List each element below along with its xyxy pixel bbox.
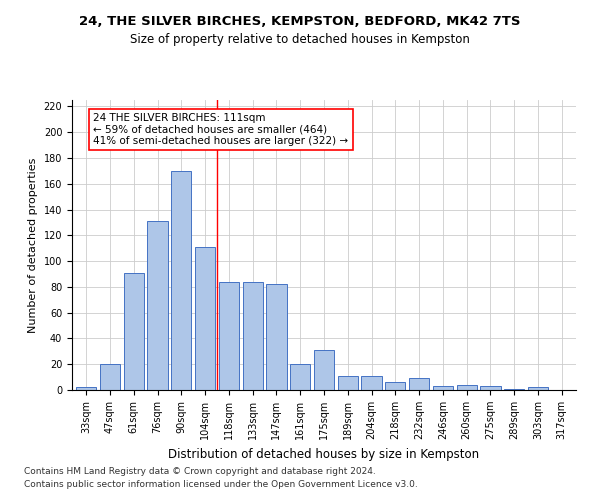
Text: 24 THE SILVER BIRCHES: 111sqm
← 59% of detached houses are smaller (464)
41% of : 24 THE SILVER BIRCHES: 111sqm ← 59% of d… bbox=[94, 113, 349, 146]
Bar bbox=[76, 388, 97, 390]
Bar bbox=[457, 385, 477, 390]
Bar bbox=[290, 364, 310, 390]
X-axis label: Distribution of detached houses by size in Kempston: Distribution of detached houses by size … bbox=[169, 448, 479, 460]
Text: 24, THE SILVER BIRCHES, KEMPSTON, BEDFORD, MK42 7TS: 24, THE SILVER BIRCHES, KEMPSTON, BEDFOR… bbox=[79, 15, 521, 28]
Bar bbox=[171, 171, 191, 390]
Bar bbox=[242, 282, 263, 390]
Bar bbox=[481, 386, 500, 390]
Bar bbox=[219, 282, 239, 390]
Bar bbox=[266, 284, 287, 390]
Bar bbox=[148, 221, 167, 390]
Bar bbox=[195, 247, 215, 390]
Bar bbox=[385, 382, 406, 390]
Text: Contains HM Land Registry data © Crown copyright and database right 2024.: Contains HM Land Registry data © Crown c… bbox=[24, 467, 376, 476]
Text: Size of property relative to detached houses in Kempston: Size of property relative to detached ho… bbox=[130, 32, 470, 46]
Bar bbox=[504, 388, 524, 390]
Bar bbox=[361, 376, 382, 390]
Bar bbox=[409, 378, 429, 390]
Bar bbox=[100, 364, 120, 390]
Bar bbox=[528, 388, 548, 390]
Bar bbox=[124, 272, 144, 390]
Y-axis label: Number of detached properties: Number of detached properties bbox=[28, 158, 38, 332]
Bar bbox=[433, 386, 453, 390]
Bar bbox=[338, 376, 358, 390]
Bar bbox=[314, 350, 334, 390]
Text: Contains public sector information licensed under the Open Government Licence v3: Contains public sector information licen… bbox=[24, 480, 418, 489]
